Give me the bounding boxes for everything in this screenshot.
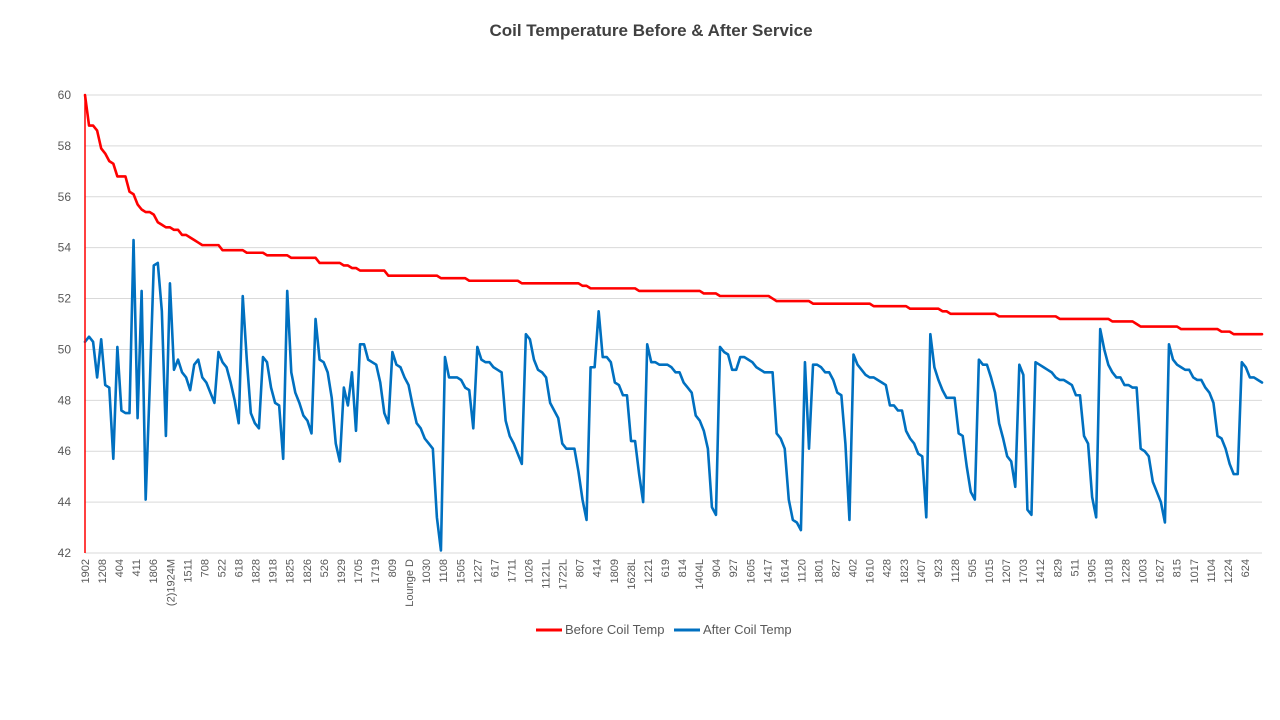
x-tick-label: 428 xyxy=(882,559,894,577)
x-tick-label: 923 xyxy=(933,559,945,577)
x-tick-label: 1208 xyxy=(97,559,109,583)
x-tick-label: 1120 xyxy=(796,559,808,583)
x-tick-label: 807 xyxy=(575,559,587,577)
x-tick-label: 1823 xyxy=(899,559,911,583)
x-tick-label: 927 xyxy=(728,559,740,577)
series-line-before-coil-temp xyxy=(83,93,1264,336)
series-lines xyxy=(83,93,1264,553)
x-tick-label: 1825 xyxy=(285,559,297,583)
y-tick-label: 58 xyxy=(58,139,72,153)
x-tick-label: 1905 xyxy=(1086,559,1098,583)
x-tick-label: 411 xyxy=(131,559,143,577)
x-tick-label: 809 xyxy=(387,559,399,577)
y-tick-label: 42 xyxy=(58,546,72,560)
x-tick-label: 511 xyxy=(1069,559,1081,577)
x-tick-label: 619 xyxy=(660,559,672,577)
series-line-after-coil-temp xyxy=(83,238,1264,552)
x-tick-label: 505 xyxy=(967,559,979,577)
x-tick-label: 1221 xyxy=(643,559,655,583)
x-tick-label: 829 xyxy=(1052,559,1064,577)
x-tick-label: 814 xyxy=(677,559,689,577)
x-tick-label: 1929 xyxy=(336,559,348,583)
x-tick-label: 526 xyxy=(319,559,331,577)
x-tick-label: 522 xyxy=(216,559,228,577)
x-tick-label: 1227 xyxy=(472,559,484,583)
x-tick-label: 1627 xyxy=(1155,559,1167,583)
x-tick-label: 1826 xyxy=(302,559,314,583)
x-tick-label: 827 xyxy=(831,559,843,577)
x-tick-label: (2)1924M xyxy=(165,559,177,606)
x-tick-label: 1015 xyxy=(984,559,996,583)
y-axis: 42 44 46 48 50 52 54 56 58 60 xyxy=(58,88,72,560)
legend: Before Coil Temp After Coil Temp xyxy=(536,622,792,637)
y-tick-label: 60 xyxy=(58,88,72,102)
x-tick-label: 1108 xyxy=(438,559,450,583)
x-tick-label: 1801 xyxy=(813,559,825,583)
chart-title: Coil Temperature Before & After Service xyxy=(489,21,812,40)
x-tick-label: 1614 xyxy=(779,559,791,583)
legend-label-after: After Coil Temp xyxy=(703,622,792,637)
y-tick-label: 46 xyxy=(58,444,72,458)
x-tick-label: 1711 xyxy=(506,559,518,583)
x-tick-label: 1828 xyxy=(251,559,263,583)
x-tick-label: 1505 xyxy=(455,559,467,583)
x-tick-label: 1224 xyxy=(1223,559,1235,583)
x-tick-label: 1030 xyxy=(421,559,433,583)
x-tick-label: 1705 xyxy=(353,559,365,583)
x-tick-label: 1902 xyxy=(80,559,92,583)
x-tick-label: 617 xyxy=(489,559,501,577)
x-tick-label: 1610 xyxy=(865,559,877,583)
x-tick-label: 1806 xyxy=(148,559,160,583)
y-tick-label: 54 xyxy=(58,241,72,255)
x-tick-label: 1719 xyxy=(370,559,382,583)
x-tick-label: 1703 xyxy=(1018,559,1030,583)
y-tick-label: 52 xyxy=(58,292,72,306)
y-tick-label: 56 xyxy=(58,190,72,204)
y-tick-label: 48 xyxy=(58,393,72,407)
x-tick-label: 1918 xyxy=(268,559,280,583)
x-tick-label: 1018 xyxy=(1103,559,1115,583)
x-tick-label: 1128 xyxy=(950,559,962,583)
x-tick-label: 1017 xyxy=(1189,559,1201,583)
x-tick-label: 1104 xyxy=(1206,559,1218,583)
x-axis: 1902 1208 404 411 1806 (2)1924M 1511 708 522 618 1… xyxy=(80,559,1252,607)
x-tick-label: 1417 xyxy=(762,559,774,583)
x-tick-label: 624 xyxy=(1240,559,1252,577)
y-tick-label: 50 xyxy=(58,342,72,356)
x-tick-label: 1511 xyxy=(182,559,194,583)
gridlines xyxy=(85,94,1262,554)
y-tick-label: 44 xyxy=(58,495,72,509)
x-tick-label: 1228 xyxy=(1121,559,1133,583)
x-tick-label: 414 xyxy=(592,559,604,577)
x-tick-label: 404 xyxy=(114,559,126,577)
x-tick-label: 708 xyxy=(199,559,211,577)
x-tick-label: 1207 xyxy=(1001,559,1013,583)
x-tick-label: 1404L xyxy=(694,559,706,590)
x-tick-label: 1412 xyxy=(1035,559,1047,583)
x-tick-label: 1003 xyxy=(1138,559,1150,583)
x-tick-label: 402 xyxy=(848,559,860,577)
x-tick-label: 1628L xyxy=(626,559,638,590)
x-tick-label: 1121L xyxy=(541,559,553,589)
legend-label-before: Before Coil Temp xyxy=(565,622,664,637)
x-tick-label: 1407 xyxy=(916,559,928,583)
x-tick-label: 618 xyxy=(234,559,246,577)
x-tick-label: Lounge D xyxy=(404,559,416,607)
x-tick-label: 1722L xyxy=(558,559,570,590)
x-tick-label: 815 xyxy=(1172,559,1184,577)
x-tick-label: 904 xyxy=(711,559,723,577)
x-tick-label: 1026 xyxy=(524,559,536,583)
x-tick-label: 1605 xyxy=(745,559,757,583)
x-tick-label: 1809 xyxy=(609,559,621,583)
